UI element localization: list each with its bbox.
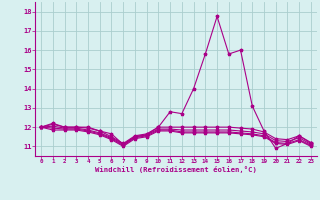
X-axis label: Windchill (Refroidissement éolien,°C): Windchill (Refroidissement éolien,°C) (95, 166, 257, 173)
